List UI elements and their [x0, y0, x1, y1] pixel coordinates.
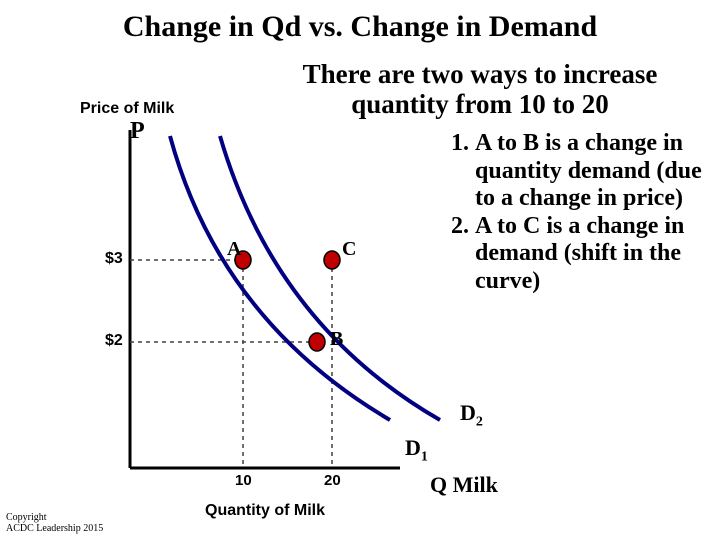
- subtitle: There are two ways to increase quantity …: [260, 60, 700, 119]
- q-milk-label: Q Milk: [430, 472, 498, 498]
- page-title: Change in Qd vs. Change in Demand: [0, 0, 720, 44]
- y-tick-2: $2: [105, 332, 123, 350]
- bullet-1-num: 1.: [445, 130, 475, 213]
- x-tick-20: 20: [324, 472, 341, 489]
- y-tick-3: $3: [105, 250, 123, 268]
- d1-label: D1: [405, 435, 428, 465]
- bullet-2-text: A to C is a change in demand (shift in t…: [475, 213, 720, 296]
- bullet-1-text: A to B is a change in quantity demand (d…: [475, 130, 720, 213]
- x-tick-10: 10: [235, 472, 252, 489]
- point-a-label: A: [227, 238, 241, 261]
- point-c-label: C: [342, 238, 356, 261]
- bullet-2-num: 2.: [445, 213, 475, 296]
- demand-chart: [110, 130, 470, 480]
- price-of-milk-label: Price of Milk: [80, 100, 174, 118]
- point-b-label: B: [330, 328, 343, 351]
- quantity-of-milk-label: Quantity of Milk: [205, 502, 325, 520]
- d2-label: D2: [460, 400, 483, 430]
- explanation-list: 1. A to B is a change in quantity demand…: [445, 130, 720, 296]
- copyright: Copyright ACDC Leadership 2015: [6, 512, 103, 534]
